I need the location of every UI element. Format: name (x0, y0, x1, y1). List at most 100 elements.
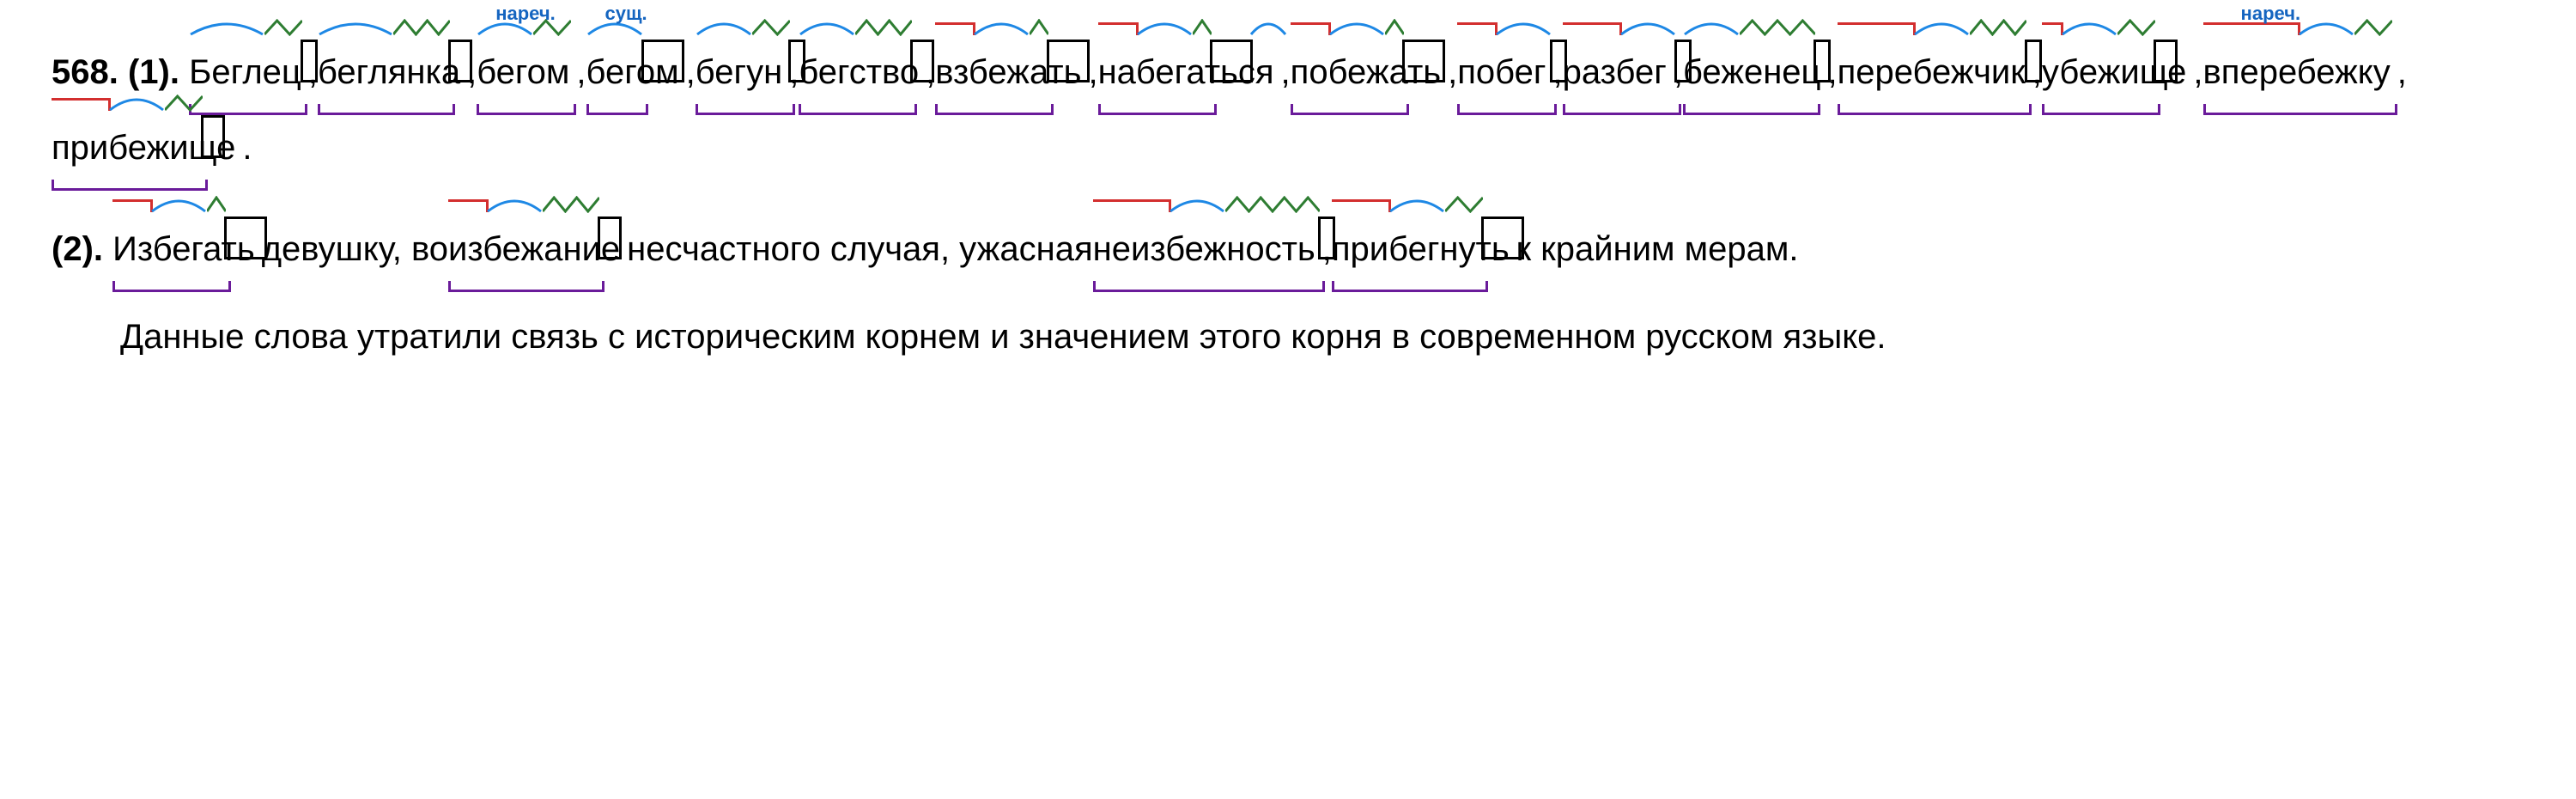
part2-line: (2). Избегать девушку, во избежание несч… (52, 211, 2524, 287)
suffix-zigzag (1740, 19, 1815, 36)
pos-label: нареч. (495, 0, 556, 34)
separator: , (2193, 34, 2202, 110)
annotated-word: прибегнуть (1332, 211, 1510, 287)
root-arc (1495, 19, 1552, 36)
suffix-zigzag (1385, 19, 1404, 36)
pos-label: сущ. (605, 0, 647, 34)
prefix-mark (2042, 22, 2063, 35)
part2-label: (2). (52, 211, 103, 287)
ending-box (224, 217, 267, 259)
separator: , (576, 34, 586, 110)
ending-box (641, 40, 684, 82)
root-arc (696, 19, 752, 36)
footer-text: Данные слова утратили связь с историческ… (52, 304, 2524, 369)
prefix-mark (1098, 22, 1139, 35)
suffix-zigzag (2117, 19, 2155, 36)
prefix-mark (1838, 22, 1916, 35)
suffix-zigzag (1225, 196, 1320, 213)
separator: , (308, 34, 318, 110)
annotated-word: бегомсущ. (586, 34, 679, 110)
separator: , (1674, 34, 1683, 110)
ending-box (1402, 40, 1445, 82)
prefix-mark (112, 199, 153, 212)
annotated-word: беглянка (318, 34, 460, 110)
separator: , (2032, 34, 2042, 110)
suffix-zigzag (1445, 196, 1483, 213)
part1-line: 568. (1). Беглец , беглянка , бегомнареч… (52, 34, 2524, 186)
separator: , (2397, 34, 2407, 110)
base-underline (2042, 104, 2160, 115)
separator: , (1281, 34, 1291, 110)
prefix-mark (1457, 22, 1498, 35)
part1-label: (1). (128, 34, 179, 110)
annotated-word: беженец (1683, 34, 1821, 110)
prefix-mark (1563, 22, 1622, 35)
prefix-mark (1291, 22, 1331, 35)
root-arc (1136, 19, 1193, 36)
annotated-word: разбег (1563, 34, 1667, 110)
suffix-zigzag (1030, 19, 1048, 36)
plain-text: к крайним мерам. (1516, 211, 1799, 287)
root-arc (1388, 196, 1445, 213)
base-underline (1838, 104, 2032, 115)
suffix-zigzag (207, 196, 226, 213)
annotated-word: бегомнареч. (477, 34, 569, 110)
base-underline (1093, 281, 1325, 292)
prefix-mark (1332, 199, 1391, 212)
base-underline (1683, 104, 1820, 115)
base-underline (1457, 104, 1557, 115)
ending-box (2154, 40, 2178, 82)
root-arc (1619, 19, 1676, 36)
ending-box (201, 115, 225, 158)
separator: , (467, 34, 477, 110)
root-arc (150, 196, 207, 213)
root-arc (318, 19, 393, 36)
annotated-word: бегун (696, 34, 782, 110)
base-underline (1291, 104, 1409, 115)
base-underline (448, 281, 605, 292)
suffix-zigzag (1970, 19, 2026, 36)
separator: , (789, 34, 799, 110)
suffix-zigzag (393, 19, 450, 36)
root-arc (1683, 19, 1740, 36)
annotated-word: взбежать (935, 34, 1081, 110)
annotated-word: набегаться (1098, 34, 1274, 110)
root-arc (799, 19, 855, 36)
pos-label: нареч. (2241, 0, 2301, 34)
separator: , (1448, 34, 1457, 110)
plain-text: , (1322, 211, 1332, 287)
base-underline (477, 104, 576, 115)
annotated-word: убежище (2042, 34, 2187, 110)
root-arc (189, 19, 264, 36)
root-arc (2061, 19, 2117, 36)
suffix-zigzag (2354, 19, 2392, 36)
prefix-mark (1093, 199, 1171, 212)
annotated-word: неизбежность (1093, 211, 1315, 287)
separator: , (1827, 34, 1837, 110)
annotated-word: побежать (1291, 34, 1441, 110)
base-underline (696, 104, 795, 115)
base-underline (799, 104, 917, 115)
root-arc (973, 19, 1030, 36)
base-underline (1098, 104, 1217, 115)
annotated-word: бегство (799, 34, 919, 110)
base-underline (1332, 281, 1488, 292)
base-underline (112, 281, 231, 292)
suffix-zigzag (752, 19, 790, 36)
root-arc (1169, 196, 1225, 213)
ending-box (1210, 40, 1253, 82)
annotated-word: прибежище (52, 110, 235, 186)
root-arc (486, 196, 543, 213)
separator: , (686, 34, 696, 110)
separator: , (926, 34, 935, 110)
plain-text: девушку, во (262, 211, 448, 287)
suffix-zigzag (855, 19, 912, 36)
root-arc (2298, 19, 2354, 36)
annotated-word: избежание (448, 211, 620, 287)
annotated-word: побег (1457, 34, 1546, 110)
suffix-zigzag (1193, 19, 1212, 36)
base-underline (935, 104, 1054, 115)
base-underline (52, 180, 208, 191)
separator: , (1552, 34, 1562, 110)
separator: , (1088, 34, 1097, 110)
